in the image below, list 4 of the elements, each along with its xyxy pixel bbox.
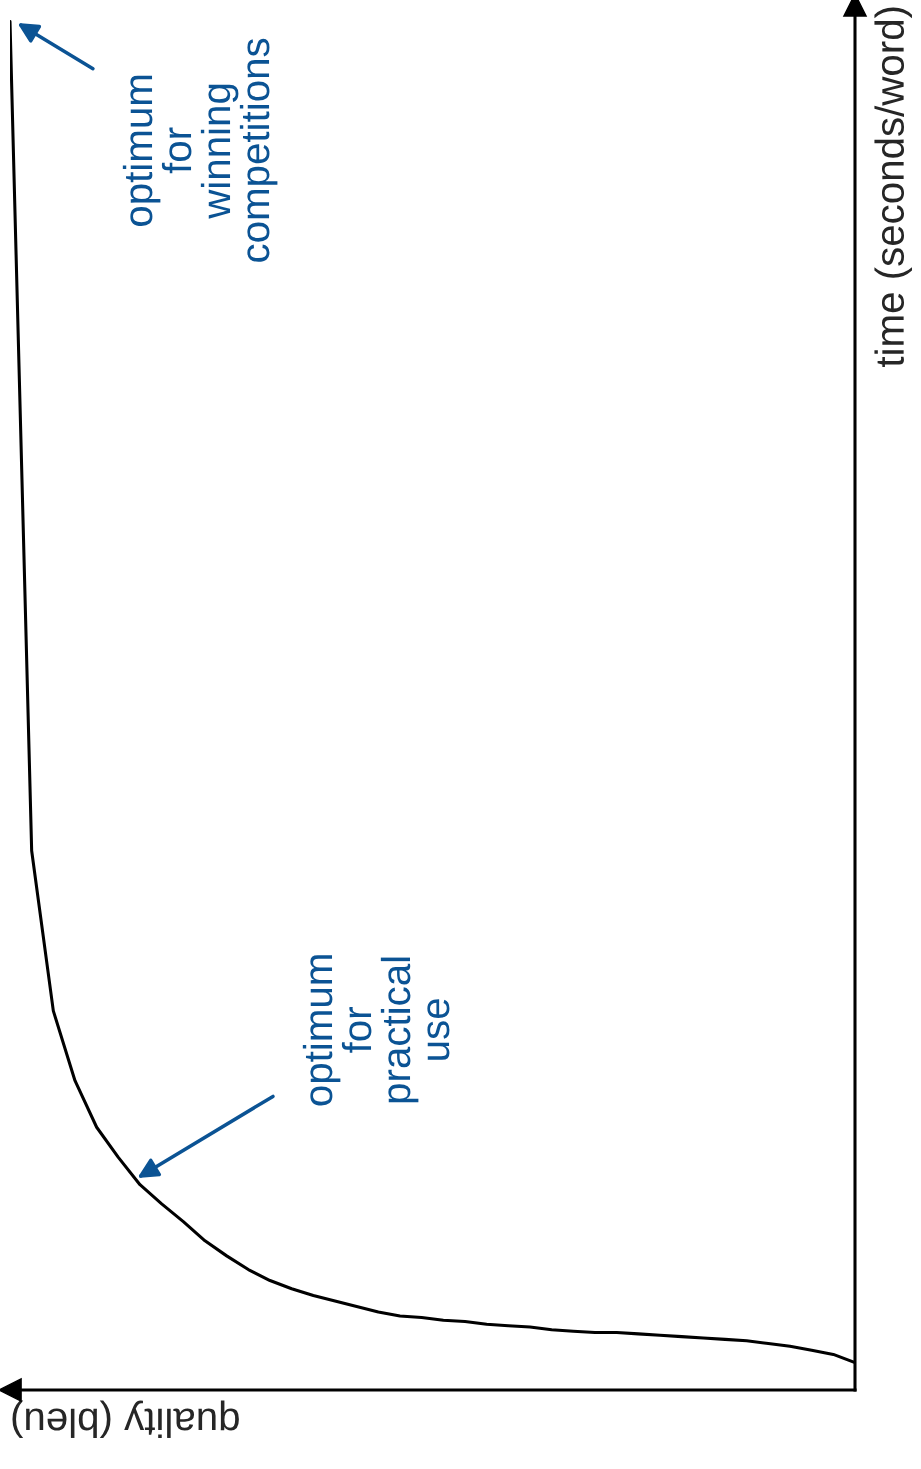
annotation: optimum for practical use [302, 955, 450, 1106]
annotation: optimum for winning competitions [122, 38, 278, 262]
x-axis-title: quality (bleu) [12, 1400, 239, 1438]
y-axis-title: time (seconds/word) [874, 7, 912, 367]
